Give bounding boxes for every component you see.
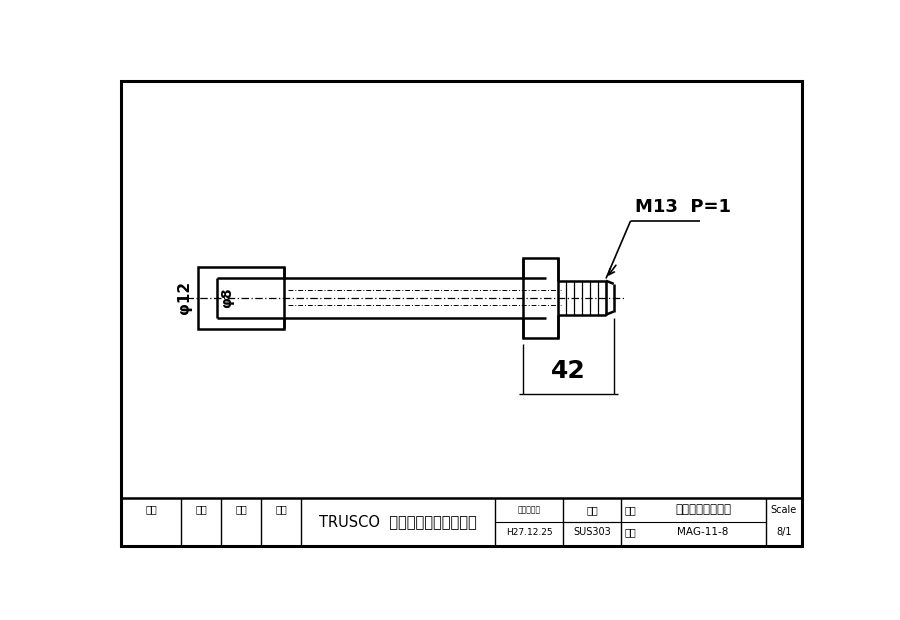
- Text: 設計: 設計: [275, 504, 287, 514]
- Text: 品番: 品番: [625, 527, 636, 537]
- Text: 42: 42: [551, 359, 586, 383]
- Text: φ12: φ12: [176, 281, 192, 314]
- Text: 検図: 検図: [235, 504, 247, 514]
- Text: 承認: 承認: [195, 504, 207, 514]
- Text: 品名: 品名: [625, 505, 636, 515]
- Text: H27.12.25: H27.12.25: [506, 528, 553, 537]
- Text: 備考: 備考: [145, 504, 157, 514]
- Text: φ8: φ8: [220, 288, 234, 308]
- Text: ジョイントパイプ: ジョイントパイプ: [675, 503, 731, 516]
- Text: 8/1: 8/1: [776, 527, 792, 537]
- Text: M13  P=1: M13 P=1: [634, 198, 731, 216]
- Text: TRUSCO  トラスコ中山株式会社: TRUSCO トラスコ中山株式会社: [320, 514, 477, 529]
- Text: Scale: Scale: [770, 505, 797, 515]
- Text: 設計年月日: 設計年月日: [518, 505, 541, 515]
- Bar: [523, 258, 557, 338]
- Text: MAG-11-8: MAG-11-8: [678, 527, 729, 537]
- Bar: [198, 267, 284, 329]
- Text: 材質: 材質: [586, 505, 598, 515]
- Text: SUS303: SUS303: [573, 527, 611, 537]
